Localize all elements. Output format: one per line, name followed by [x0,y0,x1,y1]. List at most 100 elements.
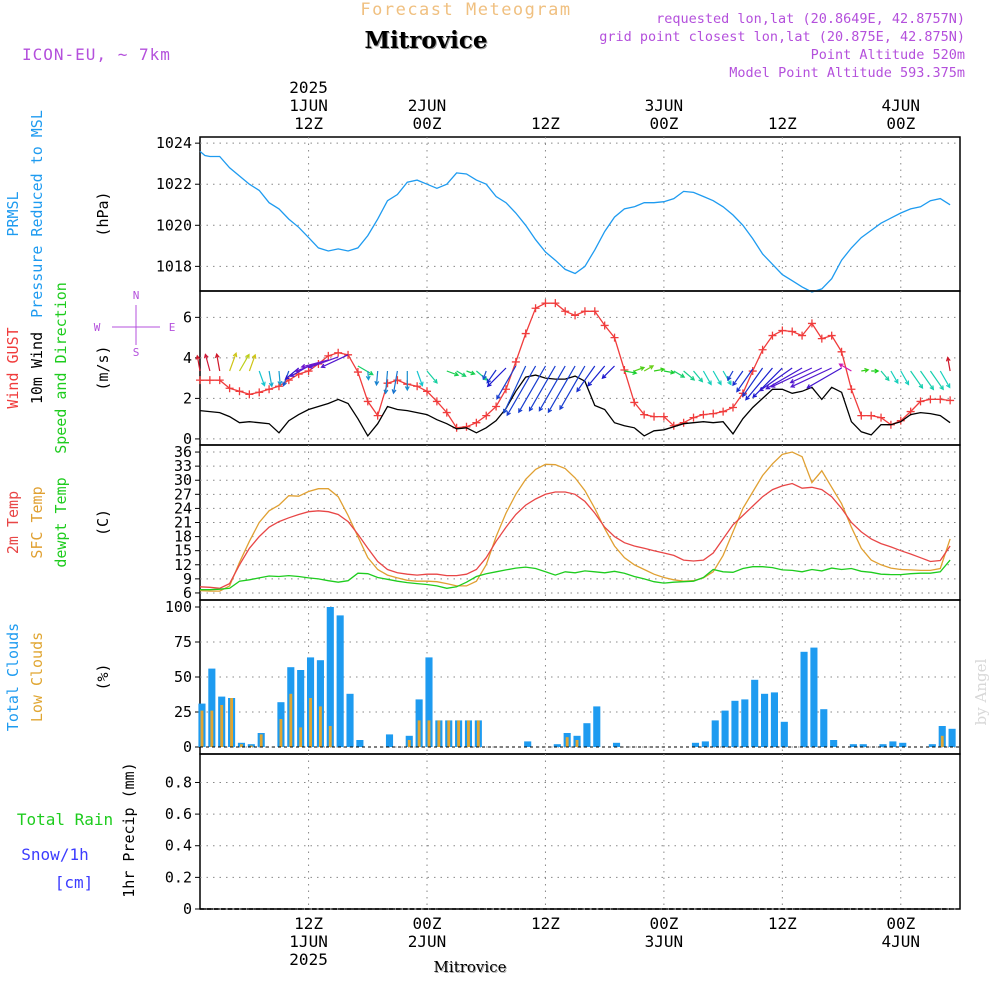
gust-marker [728,403,737,412]
gust-marker [709,409,718,418]
gust-marker [659,412,668,421]
total-cloud-bar [849,744,857,747]
gust-marker [778,326,787,335]
gust-marker [689,413,698,422]
gust-marker [630,398,639,407]
total-cloud-bar [316,660,324,747]
total-cloud-bar [859,744,867,747]
model-altitude: Model Point Altitude 593.375m [729,65,965,81]
wind-direction-arrow [496,365,517,400]
gust-marker [383,379,392,388]
total-cloud-bar [356,740,364,747]
gust-marker [817,334,826,343]
low-cloud-bar [565,737,569,747]
low-cloud-bar [575,740,579,747]
gust-marker [472,418,481,427]
y-tick-label: 24 [174,499,192,517]
wind-direction-arrow [683,370,696,381]
bottom-time-label: 00Z [886,914,915,933]
gust-marker [640,410,649,419]
gust-marker [936,395,945,404]
total-cloud-bar [721,710,729,747]
low-cloud-bar [407,740,411,747]
wind-direction-arrow [880,370,890,382]
total-cloud-bar [336,615,344,747]
series-label: Pressure Reduced to MSL [28,110,46,318]
y-tick-label: 0 [183,738,192,756]
wind-direction-arrow [789,367,823,384]
low-cloud-bar [230,698,234,747]
wind-direction-arrow [838,363,852,372]
compass-south: S [133,346,140,359]
wind-direction-arrow [195,354,201,372]
total-cloud-bar [948,728,956,747]
y-tick-label: 33 [174,457,192,475]
wind-direction-arrow [404,371,410,392]
low-cloud-bar [249,745,253,747]
unit-label: (m/s) [94,345,112,390]
gust-marker [916,397,925,406]
total-cloud-bar [879,744,887,747]
bottom-time-label: 00Z [649,914,678,933]
total-cloud-bar [741,699,749,747]
footer-location: Mitrovice [434,958,507,976]
y-tick-label: 0 [183,430,192,448]
total-cloud-bar [820,709,828,747]
wind-direction-arrow [727,370,734,382]
gust-marker [393,376,402,385]
wind-direction-arrow [248,353,257,372]
gust-marker [541,299,550,308]
wind-direction-arrow [268,370,274,388]
wind-direction-arrow [446,370,460,377]
y-tick-label: 0.8 [165,773,192,791]
location-title: Mitrovice [364,27,487,54]
wind-direction-arrow [945,356,951,372]
y-tick-label: 6 [183,308,192,326]
wind-direction-arrow [722,370,732,386]
low-cloud-bar [210,710,214,747]
wind-direction-arrow [357,365,374,376]
gust-marker [788,327,797,336]
top-time-label: 12Z [531,114,560,133]
wind-direction-arrow [416,370,424,387]
rain-label: Total Rain [17,810,113,829]
credit-watermark: by Angel [972,658,990,725]
gust-marker [896,416,905,425]
gust-marker [265,385,274,394]
wind-direction-arrow [929,370,944,391]
gust-marker [304,367,313,376]
gust-marker [462,422,471,431]
y-tick-label: 21 [174,514,192,532]
bottom-time-label: 3JUN [645,932,684,951]
gust-marker [521,329,530,338]
wind-direction-arrow [693,370,704,383]
series-label: Total Clouds [4,623,22,731]
requested-coords: requested lon,lat (20.8649E, 42.8757N) [656,11,965,27]
total-cloud-bar [810,647,818,747]
wind-direction-arrow [871,368,880,374]
wind-direction-arrow [320,354,349,369]
total-cloud-bar [593,706,601,747]
gust-marker [758,345,767,354]
wind-direction-arrow [663,369,676,375]
bottom-time-label: 4JUN [882,932,921,951]
wind-direction-arrow [203,353,211,372]
wind-direction-arrow [466,370,476,376]
wind-direction-arrow [482,370,487,381]
compass-north: N [133,289,140,302]
y-tick-label: 18 [174,528,192,546]
gust-marker [699,410,708,419]
wind-direction-arrow [486,367,507,388]
series-label: 10m Wind [28,332,46,404]
total-cloud-bar [899,742,907,747]
bottom-time-label: 12Z [768,914,797,933]
y-tick-label: 1024 [156,134,192,152]
series-label: Low Clouds [28,632,46,722]
wind-direction-arrow [939,370,951,389]
wind-direction-arrow [538,365,566,412]
wind-direction-arrow [486,369,497,384]
gust-marker [798,331,807,340]
wind-direction-arrow [742,367,764,398]
series-label: SFC Temp [28,486,46,558]
